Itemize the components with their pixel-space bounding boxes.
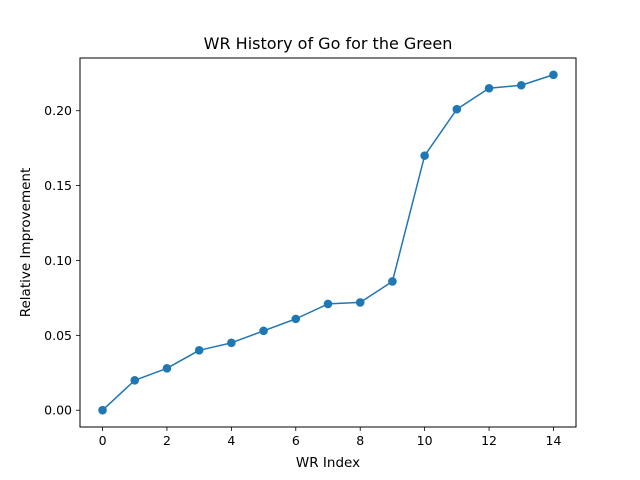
x-axis-label: WR Index <box>296 455 360 471</box>
data-point <box>420 151 429 160</box>
plot-area <box>79 57 577 428</box>
data-point <box>227 338 236 348</box>
x-tick-label: 8 <box>356 433 364 448</box>
x-axis: 0 2 4 6 8 10 12 14 <box>99 427 562 448</box>
x-tick-label: 0 <box>99 433 107 448</box>
y-axis: 0.00 0.05 0.10 0.15 0.20 <box>44 103 80 418</box>
x-tick-label: 6 <box>292 433 300 448</box>
x-tick-label: 4 <box>227 433 235 448</box>
y-tick-label: 0.05 <box>44 328 72 343</box>
x-tick-label: 12 <box>481 433 497 448</box>
data-point <box>484 83 494 93</box>
y-tick-label: 0.00 <box>44 403 72 418</box>
data-point <box>98 405 107 415</box>
axes-frame <box>79 57 577 428</box>
x-tick-label: 10 <box>417 433 433 448</box>
chart-title: WR History of Go for the Green <box>204 34 453 53</box>
x-tick-label: 14 <box>546 433 562 448</box>
data-point <box>194 346 204 355</box>
series-layer <box>98 70 558 415</box>
data-point <box>259 326 268 336</box>
data-point <box>355 298 365 307</box>
data-point <box>388 277 397 286</box>
data-point <box>452 104 462 114</box>
data-point <box>130 375 140 385</box>
x-tick-label: 2 <box>163 433 171 448</box>
y-tick-label: 0.15 <box>44 178 72 193</box>
data-point <box>549 70 558 80</box>
data-point <box>162 363 172 373</box>
data-point <box>291 314 301 324</box>
y-axis-label: Relative Improvement <box>18 168 34 318</box>
y-tick-label: 0.10 <box>44 253 72 268</box>
y-tick-label: 0.20 <box>44 103 72 118</box>
data-point <box>323 299 333 309</box>
data-point <box>516 80 526 90</box>
